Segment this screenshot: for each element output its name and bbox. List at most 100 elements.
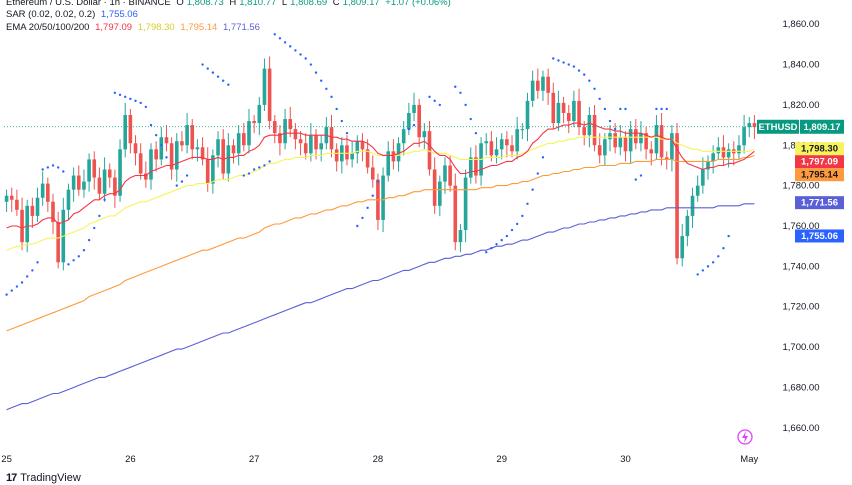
sar-dot [469,117,472,121]
symbol-title: Ethereum / U.S. Dollar · 1h · BINANCE [6,0,171,8]
sar-dot [283,41,287,44]
candle-body [381,175,385,220]
sar-dot [149,123,153,127]
sar-dot [15,285,19,288]
legend-symbol-row: Ethereum / U.S. Dollar · 1h · BINANCE O 1… [6,0,454,8]
candle-body [174,141,179,170]
ema50-line [6,136,755,251]
sar-dot [567,63,570,66]
candle-body [293,129,298,140]
sar-dot [289,45,292,48]
sar-dot [319,79,323,82]
y-tick-label: 1,840.00 [783,60,820,71]
sar-dot [242,174,246,177]
sar-dot [325,87,328,90]
sar-dot [536,172,540,175]
candle-body [169,143,174,170]
sar-dot [252,168,256,171]
sar-dot [485,251,488,254]
ema20-line [6,122,755,229]
sar-dot [129,97,132,101]
sar-dot [77,255,80,258]
sar-dot [10,289,13,292]
ohlc-change: +1.07 (+0.06%) [385,0,451,8]
sar-dot [505,234,509,238]
sar-dot [5,293,8,296]
sar-dot [118,93,122,97]
candle-body [200,147,205,160]
legend-sar-row[interactable]: SAR (0.02, 0.02, 0.2) 1,755.06 [6,9,141,20]
candle-body [685,215,690,237]
candle-body [494,149,499,156]
candle-body [185,125,189,146]
sar-dot [711,261,715,264]
sar-dot [134,99,137,103]
candle-body [412,104,416,113]
candle-body [35,197,40,216]
y-tick-label: 1,740.00 [783,261,820,272]
ohlc-open-label: O [176,0,184,8]
sar-dot [490,247,493,250]
sar-dot [154,133,158,137]
candle-body [463,177,468,231]
candle-body [154,149,158,160]
sar-dot [201,63,204,66]
candle-body [484,141,489,144]
ohlc-close-value: 1,809.17 [342,0,380,8]
sar-dot [36,261,39,264]
candle-body [566,112,571,122]
sar-dot [139,101,142,105]
candle-body [180,141,184,146]
ohlc-low-value: 1,808.69 [290,0,328,8]
sar-dot [438,103,442,107]
sar-dot [572,65,576,68]
candle-body [752,123,757,128]
sar-dot [211,71,215,74]
y-tick-label: 1,780.00 [783,181,820,192]
sar-dot [314,71,318,74]
sar-dot [345,131,349,135]
candle-body [360,141,365,150]
sar-dot [72,259,75,262]
candle-body [613,133,617,148]
candle-body [267,68,272,122]
sar-dot [31,269,34,272]
candle-body [510,145,514,152]
sar-dot [82,249,86,252]
sar-dot [474,131,478,135]
last-price-symbol: ETHUSD [758,122,797,133]
sar-dot [216,75,220,78]
sar-dot [407,127,411,131]
x-tick-label: 29 [496,454,507,465]
legend-ema-row[interactable]: EMA 20/50/100/200 1,797.09 1,798.30 1,79… [6,22,263,33]
candle-body [546,76,550,93]
candle-body [407,112,411,130]
sar-dot [655,107,658,111]
x-tick-label: 30 [620,454,631,465]
x-tick-label: 26 [125,454,136,465]
candle-body [51,201,55,222]
sar-dot [613,127,617,131]
sar-dot [335,107,338,111]
candle-body [468,157,473,178]
sar-dot [603,107,607,111]
candle-body [659,125,664,158]
sar-dot [696,273,699,276]
sar-dot [87,238,91,242]
candle-body [102,169,107,194]
tradingview-brand[interactable]: 17 TradingView [6,472,81,484]
candle-body [541,76,545,91]
indicator-value-label: 1,797.09 [801,157,838,168]
sar-dot [41,168,44,171]
ema-label: EMA 20/50/100/200 [6,22,90,33]
indicator-value-label: 1,771.56 [801,198,838,209]
sar-dot [309,63,313,66]
candle-body [76,175,81,190]
candle-body [422,131,427,138]
candle-body [556,102,561,124]
candle-body [20,209,24,243]
sar-dot [500,238,503,242]
ema200-line [6,203,755,411]
